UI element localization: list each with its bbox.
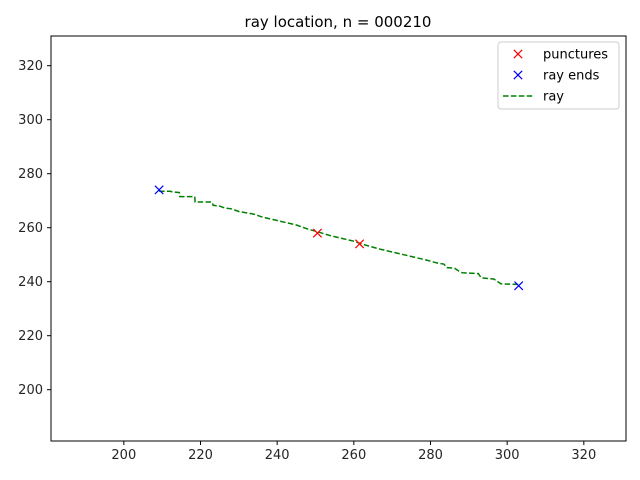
legend-marker <box>513 49 523 59</box>
axes: 200 220 240 260 280 300 320 200 220 240 260 280 300 3… <box>18 35 627 463</box>
puncture-marker <box>312 228 323 238</box>
y-tick-label: 260 <box>18 221 43 236</box>
x-tick-label: 200 <box>111 448 136 463</box>
legend-box <box>497 41 620 110</box>
plot-area <box>154 185 524 291</box>
legend-label: ray ends <box>543 69 600 84</box>
y-tick-label: 200 <box>18 383 43 398</box>
y-tick-label: 220 <box>18 329 43 344</box>
y-tick-label: 300 <box>18 113 43 128</box>
x-tick-label: 240 <box>265 448 290 463</box>
y-tick-label: 280 <box>18 167 43 182</box>
legend-marker <box>513 70 523 80</box>
legend-label: punctures <box>543 48 608 63</box>
ray-end-marker <box>514 281 524 291</box>
chart-title: ray location, n = 000210 <box>245 13 432 31</box>
plot-frame <box>50 35 627 442</box>
y-tick-label: 320 <box>18 59 43 74</box>
x-tick-label: 220 <box>188 448 213 463</box>
y-tick-label: 240 <box>18 275 43 290</box>
x-tick-label: 320 <box>571 448 596 463</box>
legend: punctures ray ends ray <box>497 41 620 110</box>
x-tick-label: 300 <box>495 448 520 463</box>
ray-series-line <box>159 190 519 286</box>
legend-label: ray <box>543 90 564 105</box>
ray-end-marker <box>154 185 164 195</box>
puncture-marker <box>354 239 365 249</box>
x-tick-label: 280 <box>418 448 443 463</box>
x-tick-label: 260 <box>341 448 366 463</box>
